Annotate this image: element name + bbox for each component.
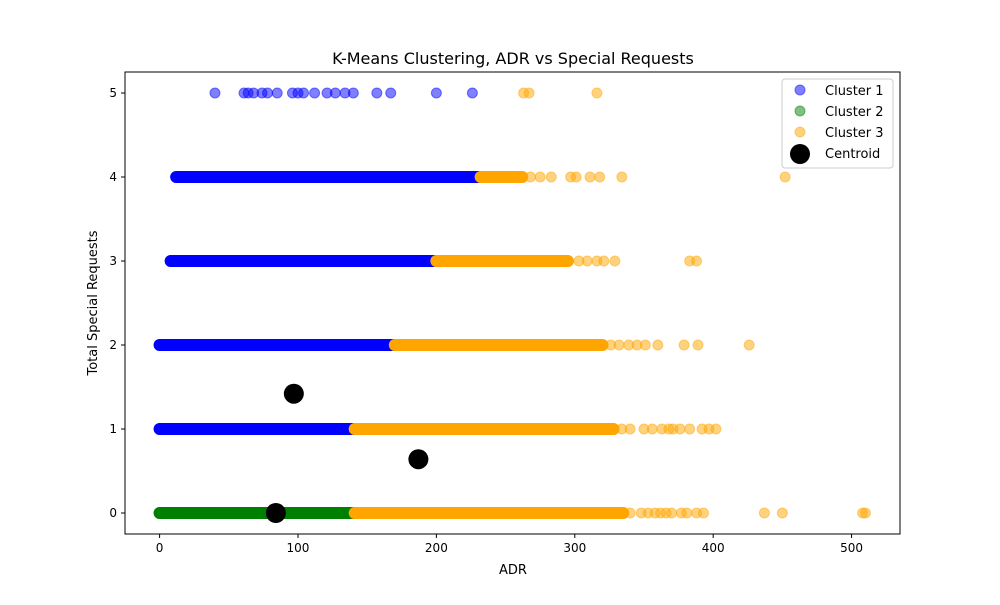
cluster-1-point — [170, 171, 182, 183]
y-tick-label: 3 — [109, 254, 117, 268]
cluster-1-point — [155, 339, 167, 351]
x-tick-label: 200 — [425, 541, 448, 555]
cluster-1-point — [298, 87, 310, 99]
cluster-3-point — [609, 255, 621, 267]
cluster-2-point — [159, 507, 171, 519]
cluster-3-point — [776, 507, 788, 519]
cluster-3-point — [613, 339, 625, 351]
cluster-3-point — [584, 171, 596, 183]
legend-box — [781, 78, 894, 169]
cluster-3-point — [581, 255, 593, 267]
y-axis: 0 1 2 3 4 5 — [109, 86, 125, 520]
cluster-1-point — [371, 87, 383, 99]
cluster-1-point — [347, 87, 359, 99]
cluster-3-point — [758, 507, 770, 519]
y-tick-label: 0 — [109, 506, 117, 520]
chart-title: K-Means Clustering, ADR vs Special Reque… — [332, 49, 694, 68]
y-tick-label: 5 — [109, 86, 117, 100]
cluster-3-point — [524, 171, 536, 183]
cluster-1-point — [385, 87, 397, 99]
cluster-3-point — [561, 255, 574, 267]
cluster-3-point — [692, 339, 704, 351]
cluster-3-point — [743, 339, 755, 351]
y-tick-label: 1 — [109, 422, 117, 436]
legend-label-centroid: Centroid — [825, 147, 880, 162]
plot-frame — [124, 71, 901, 535]
x-tick-label: 0 — [156, 541, 164, 555]
cluster-3-point — [545, 171, 557, 183]
cluster-3-point — [570, 171, 582, 183]
cluster-3-point — [681, 507, 693, 519]
x-axis-label: ADR — [499, 563, 527, 578]
centroid-point — [408, 449, 429, 470]
cluster-3-point — [639, 339, 651, 351]
x-axis: 0 100 200 300 400 500 — [156, 534, 863, 555]
legend-marker-cluster-3 — [794, 126, 806, 138]
cluster-1-point — [209, 87, 221, 99]
y-axis-label: Total Special Requests — [86, 230, 101, 376]
cluster-3-point — [534, 171, 546, 183]
plot-points — [153, 87, 871, 523]
y-tick-label: 2 — [109, 338, 117, 352]
centroid-point — [265, 503, 286, 523]
cluster-3-point — [678, 339, 690, 351]
cluster-1-point — [271, 87, 283, 99]
cluster-1-point — [155, 423, 167, 435]
cluster-3-point — [594, 171, 606, 183]
cluster-1-point — [262, 87, 274, 99]
legend-marker-centroid — [790, 144, 810, 164]
cluster-1-point — [194, 171, 206, 183]
cluster-3-point — [684, 423, 696, 435]
cluster-3-point — [624, 423, 636, 435]
legend-label-cluster-3: Cluster 3 — [825, 126, 884, 141]
cluster-3-point — [859, 507, 871, 519]
x-tick-label: 100 — [287, 541, 310, 555]
legend-label-cluster-2: Cluster 2 — [825, 105, 884, 120]
cluster-1-point — [430, 87, 442, 99]
cluster-3-point — [674, 423, 686, 435]
cluster-3-point — [646, 423, 658, 435]
legend-marker-cluster-2 — [794, 105, 806, 117]
cluster-1-point — [183, 171, 195, 183]
cluster-3-point — [624, 507, 636, 519]
cluster-1-point — [466, 87, 478, 99]
cluster-3-point — [666, 507, 678, 519]
cluster-3-point — [616, 171, 628, 183]
x-tick-label: 300 — [563, 541, 586, 555]
cluster-1-point — [165, 255, 177, 267]
legend-marker-cluster-1 — [794, 84, 806, 96]
x-tick-label: 500 — [840, 541, 863, 555]
cluster-3-point — [710, 423, 722, 435]
cluster-3-point — [691, 255, 703, 267]
cluster-3-point — [598, 255, 610, 267]
centroid-point — [283, 383, 304, 404]
cluster-1-point — [329, 87, 341, 99]
y-tick-label: 4 — [109, 170, 117, 184]
x-tick-label: 400 — [702, 541, 725, 555]
cluster-3-point — [523, 87, 535, 99]
cluster-3-point — [779, 171, 791, 183]
cluster-3-point — [652, 339, 664, 351]
legend: Cluster 1 Cluster 2 Cluster 3 Centroid — [781, 78, 894, 169]
cluster-3-point — [697, 507, 709, 519]
cluster-3-point — [591, 87, 603, 99]
cluster-1-point — [309, 87, 321, 99]
legend-label-cluster-1: Cluster 1 — [825, 84, 884, 99]
